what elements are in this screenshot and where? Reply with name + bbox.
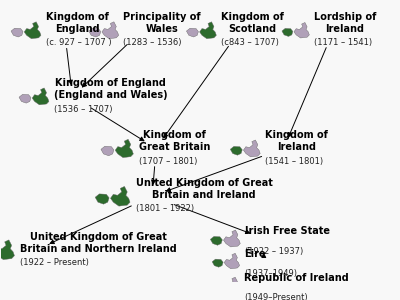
- Text: Kingdom of
Ireland: Kingdom of Ireland: [265, 130, 328, 152]
- Polygon shape: [224, 230, 240, 247]
- Polygon shape: [200, 22, 216, 39]
- Text: (1922 – 1937): (1922 – 1937): [245, 247, 303, 256]
- Text: Lordship of
Ireland: Lordship of Ireland: [314, 12, 376, 34]
- Polygon shape: [186, 28, 198, 37]
- Text: (c. 927 – 1707 ): (c. 927 – 1707 ): [46, 38, 111, 47]
- Polygon shape: [294, 22, 309, 38]
- Text: (1536 – 1707): (1536 – 1707): [54, 104, 112, 113]
- Polygon shape: [102, 22, 119, 39]
- Text: (1283 – 1536): (1283 – 1536): [124, 38, 182, 47]
- Text: Principality of
Wales: Principality of Wales: [124, 12, 201, 34]
- Text: Republic of Ireland: Republic of Ireland: [244, 273, 349, 283]
- Polygon shape: [89, 28, 101, 37]
- Text: Kingdom of
England: Kingdom of England: [46, 12, 109, 34]
- Text: (1541 – 1801): (1541 – 1801): [265, 157, 323, 166]
- Text: Irish Free State: Irish Free State: [245, 226, 330, 236]
- Text: Kingdom of England
(England and Wales): Kingdom of England (England and Wales): [54, 78, 167, 100]
- Polygon shape: [230, 146, 242, 155]
- Polygon shape: [282, 28, 293, 36]
- Text: United Kingdom of Great
Britain and Northern Ireland: United Kingdom of Great Britain and Nort…: [20, 232, 177, 254]
- Text: Kingdom of
Great Britain: Kingdom of Great Britain: [138, 130, 210, 152]
- Text: United Kingdom of Great
Britain and Ireland: United Kingdom of Great Britain and Irel…: [136, 178, 272, 200]
- Polygon shape: [0, 240, 14, 260]
- Text: (1801 – 1922): (1801 – 1922): [136, 204, 194, 213]
- Text: Éire: Éire: [244, 249, 266, 259]
- Polygon shape: [244, 140, 260, 157]
- Polygon shape: [224, 277, 240, 293]
- Text: (c843 – 1707): (c843 – 1707): [221, 38, 279, 47]
- Polygon shape: [24, 22, 41, 39]
- Text: (1949–Present): (1949–Present): [244, 293, 308, 300]
- Polygon shape: [210, 236, 222, 245]
- Text: (1707 – 1801): (1707 – 1801): [138, 157, 197, 166]
- Polygon shape: [95, 194, 109, 204]
- Text: (1937–1949): (1937–1949): [244, 269, 297, 278]
- Text: Kingdom of
Scotland: Kingdom of Scotland: [221, 12, 284, 34]
- Text: (1171 – 1541): (1171 – 1541): [314, 38, 372, 47]
- Polygon shape: [212, 259, 223, 267]
- Polygon shape: [19, 94, 31, 103]
- Polygon shape: [101, 146, 114, 156]
- Polygon shape: [212, 283, 223, 291]
- Polygon shape: [32, 88, 49, 105]
- Polygon shape: [11, 28, 23, 37]
- Polygon shape: [224, 253, 240, 269]
- Text: (1922 – Present): (1922 – Present): [20, 258, 89, 267]
- Polygon shape: [110, 186, 130, 206]
- Polygon shape: [115, 139, 133, 158]
